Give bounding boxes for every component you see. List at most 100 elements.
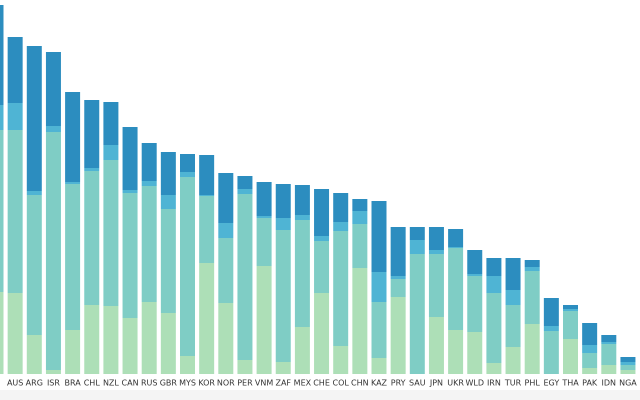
bar-segment [26,46,42,191]
x-tick-label: VNM [255,379,273,388]
bar-segment [371,358,387,374]
bar-segment [0,292,4,374]
bar-segment [160,209,176,313]
x-tick-label: KOR [198,379,215,388]
x-tick-label: NGA [619,379,637,388]
bar-segment [409,227,425,240]
bar-segment [218,303,234,374]
bar-segment [180,154,195,172]
x-tick-label: JPN [429,379,443,388]
x-tick-label: CHL [84,379,101,388]
bar-segment [390,227,406,276]
x-tick-label: PHL [525,379,541,388]
x-tick-label: PRY [391,379,406,388]
bar-segment [601,342,617,344]
bar-segment [428,227,444,250]
bar-segment [45,370,61,374]
bar-segment [543,326,559,331]
bar-segment [45,126,61,132]
bar-segment [352,211,368,224]
bar-segment [122,193,138,318]
x-tick-label: COL [333,379,350,388]
bar-segment [601,335,617,342]
bar-segment [122,318,138,374]
bar-segment [160,195,176,209]
bar-segment [333,231,349,346]
x-tick-label: TUR [504,379,522,388]
bar-segment [563,311,578,339]
bar-segment [620,370,636,374]
bar-segment [275,218,291,230]
x-tick-label: UKR [447,379,464,388]
bar-segment [84,171,100,305]
bar-segment [237,194,253,360]
bar-segment [237,360,253,374]
bar-segment [448,330,464,374]
x-tick-label: WLD [465,379,484,388]
bar-segment [563,309,578,311]
x-tick-label: IDN [602,379,617,388]
bar-segment [314,241,330,293]
bar-segment [160,152,176,195]
bar-segment [7,37,23,103]
bar-segment [505,258,521,290]
bar-segment [7,103,23,130]
x-tick-label: CAN [122,379,139,388]
bar-segment [371,302,387,358]
x-tick-label: KAZ [371,379,388,388]
bar-segment [180,172,195,177]
bar-segment [601,344,617,365]
bar-segment [352,224,368,268]
x-tick-label: ARG [26,379,43,388]
bar-segment [237,176,253,189]
bar-segment [601,365,617,374]
bar-segment [103,145,119,160]
bar-segment [256,216,272,218]
bar-segment [103,102,119,145]
x-tick-label: ISR [47,379,60,388]
bar-segment [122,127,138,190]
bar-segment [180,177,195,356]
bar-segment [620,357,636,362]
bar-segment [256,266,272,374]
bar-segment [294,220,310,327]
bar-segment [505,305,521,347]
bar-segment [448,229,464,247]
bar-segment [218,238,234,303]
bar-segment [26,191,42,195]
bar-segment [160,313,176,374]
bar-segment [428,317,444,374]
bar-segment [180,356,195,374]
bar-segment [314,189,330,236]
bar-segment [524,324,540,374]
bar-segment [141,186,157,302]
bar-segment [237,189,253,194]
bar-segment [582,345,598,353]
bar-segment [26,195,42,335]
bar-segment [256,218,272,266]
bar-segment [199,196,215,263]
bar-segment [26,335,42,374]
bar-segment [409,254,425,374]
bar-segment [7,293,23,374]
footer-strip [0,390,640,400]
bar-segment [582,353,598,368]
bar-segment [448,247,464,248]
bar-segment [256,182,272,216]
x-tick-label: MYS [179,379,196,388]
bar-segment [103,306,119,374]
bar-segment [467,250,483,274]
bar-segment [505,290,521,305]
bar-segment [448,248,464,330]
bar-segment [486,293,502,363]
bar-segment [524,260,540,267]
bar-segment [199,195,215,196]
x-tick-label: NOR [217,379,235,388]
bar-segment [84,100,100,168]
bar-segment [467,332,483,374]
bar-segment [294,215,310,220]
bar-segment [0,5,4,105]
bar-segment [352,199,368,211]
bar-segment [275,362,291,374]
